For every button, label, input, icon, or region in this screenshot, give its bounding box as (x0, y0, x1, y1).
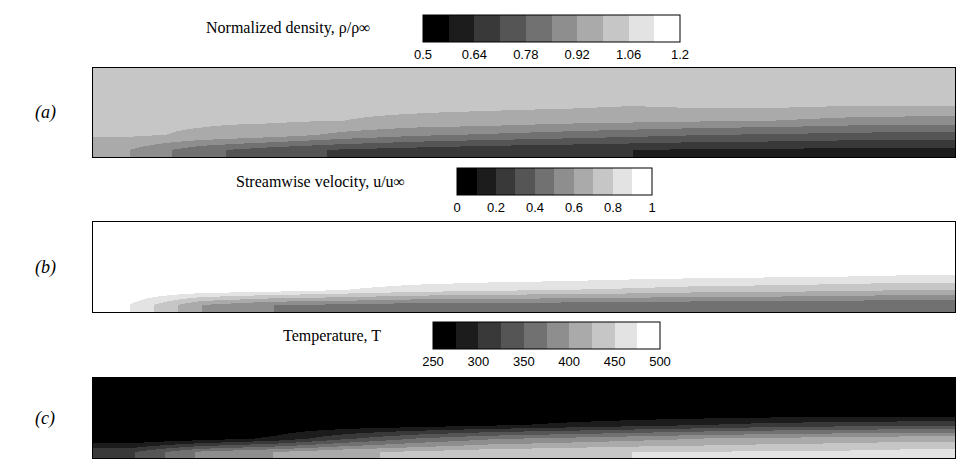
svg-text:0.2: 0.2 (487, 200, 505, 215)
svg-text:0.6: 0.6 (565, 200, 583, 215)
svg-text:0.92: 0.92 (565, 47, 590, 62)
svg-text:400: 400 (558, 354, 580, 369)
svg-text:0.8: 0.8 (604, 200, 622, 215)
svg-text:1.2: 1.2 (671, 47, 689, 62)
svg-text:(a): (a) (35, 102, 56, 123)
svg-text:250: 250 (422, 354, 444, 369)
svg-text:300: 300 (468, 354, 490, 369)
svg-text:(b): (b) (35, 257, 56, 278)
svg-text:(c): (c) (35, 408, 55, 429)
svg-text:0.5: 0.5 (414, 47, 432, 62)
svg-text:Streamwise velocity, u/u∞: Streamwise velocity, u/u∞ (236, 173, 405, 191)
svg-text:350: 350 (513, 354, 535, 369)
svg-text:Temperature, T: Temperature, T (283, 327, 381, 345)
svg-text:Normalized density, ρ/ρ∞: Normalized density, ρ/ρ∞ (206, 19, 371, 37)
svg-text:0: 0 (453, 200, 460, 215)
svg-text:1.06: 1.06 (616, 47, 641, 62)
svg-text:0.64: 0.64 (462, 47, 487, 62)
svg-text:450: 450 (604, 354, 626, 369)
svg-text:500: 500 (649, 354, 671, 369)
svg-text:0.4: 0.4 (526, 200, 544, 215)
svg-text:0.78: 0.78 (513, 47, 538, 62)
svg-text:1: 1 (648, 200, 655, 215)
